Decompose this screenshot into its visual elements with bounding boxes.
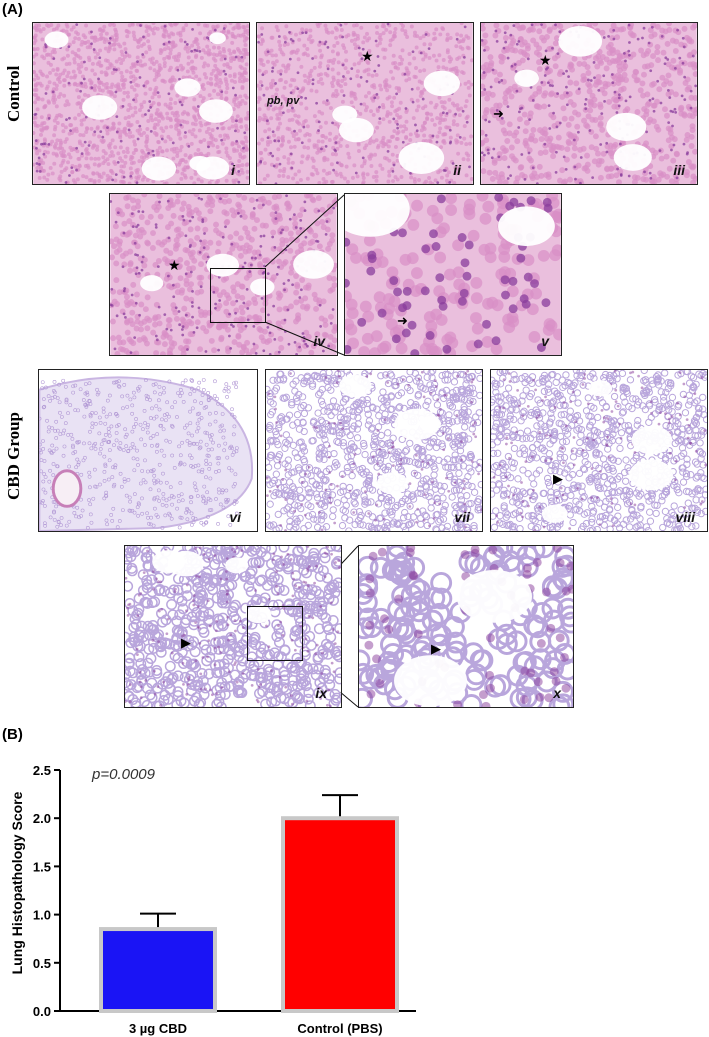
y-axis-label: Lung Histopathology Score	[9, 791, 25, 974]
micrograph-i: i	[32, 22, 250, 185]
star-marker: ★	[539, 52, 552, 68]
tissue-image	[33, 23, 249, 184]
micrograph-vi: vi	[38, 369, 258, 532]
micrograph-label-vii: vii	[454, 509, 470, 525]
arrowhead-marker: ▶	[553, 471, 563, 486]
y-tick-label: 2.0	[33, 811, 51, 826]
p-value-annotation: p=0.0009	[91, 766, 156, 783]
tissue-image	[481, 23, 697, 184]
micrograph-label-iii: iii	[673, 162, 685, 178]
micrograph-ix: ▶ ix	[124, 545, 342, 708]
arrow-marker: ➜	[397, 313, 408, 328]
x-tick-label: 3 µg CBD	[129, 1021, 187, 1036]
y-tick-label: 1.5	[33, 859, 51, 874]
panel-a-label: (A)	[2, 1, 23, 18]
row-label-control: Control	[4, 65, 23, 122]
tissue-image	[39, 370, 257, 531]
micrograph-label-iv: iv	[313, 333, 325, 349]
x-tick-label: Control (PBS)	[297, 1021, 382, 1036]
tissue-image	[345, 194, 561, 355]
bar	[99, 927, 217, 1013]
micrograph-ii: pb, pv ★ ii	[256, 22, 474, 185]
arrow-marker: ➜	[493, 106, 504, 121]
micrograph-v: ➜ v	[344, 193, 562, 356]
micrograph-iv: ★ iv	[109, 193, 338, 356]
micrograph-label-i: i	[231, 162, 235, 178]
micrograph-label-x: x	[553, 685, 561, 701]
star-marker: ★	[361, 48, 374, 64]
tissue-image	[266, 370, 482, 531]
tissue-image	[257, 23, 473, 184]
panel-b-label: (B)	[2, 726, 23, 743]
micrograph-label-vi: vi	[229, 509, 241, 525]
micrograph-vii: vii	[265, 369, 483, 532]
micrograph-label-ix: ix	[315, 685, 327, 701]
micrograph-label-v: v	[541, 333, 549, 349]
zoom-region-box	[210, 268, 266, 323]
bar	[281, 816, 399, 1013]
micrograph-viii: ▶ viii	[490, 369, 708, 532]
annotation-pb-pv: pb, pv	[267, 95, 300, 107]
tissue-image	[359, 546, 573, 707]
row-label-cbd: CBD Group	[4, 411, 23, 500]
micrograph-label-viii: viii	[675, 509, 695, 525]
histopathology-bar-chart: Lung Histopathology Score p=0.0009 0.0 0.…	[9, 763, 416, 1036]
y-tick-label: 1.0	[33, 908, 51, 923]
tissue-image	[491, 370, 707, 531]
micrograph-x: ▶ x	[358, 545, 574, 708]
micrograph-label-ii: ii	[453, 162, 461, 178]
zoom-region-box	[247, 606, 303, 661]
micrograph-iii: ★ ➜ iii	[480, 22, 698, 185]
arrowhead-marker: ▶	[431, 641, 441, 656]
tissue-image	[125, 546, 341, 707]
y-tick-label: 0.5	[33, 956, 51, 971]
star-marker: ★	[168, 257, 181, 273]
arrowhead-marker: ▶	[181, 635, 191, 650]
y-tick-label: 2.5	[33, 763, 51, 778]
y-tick-label: 0.0	[33, 1004, 51, 1019]
